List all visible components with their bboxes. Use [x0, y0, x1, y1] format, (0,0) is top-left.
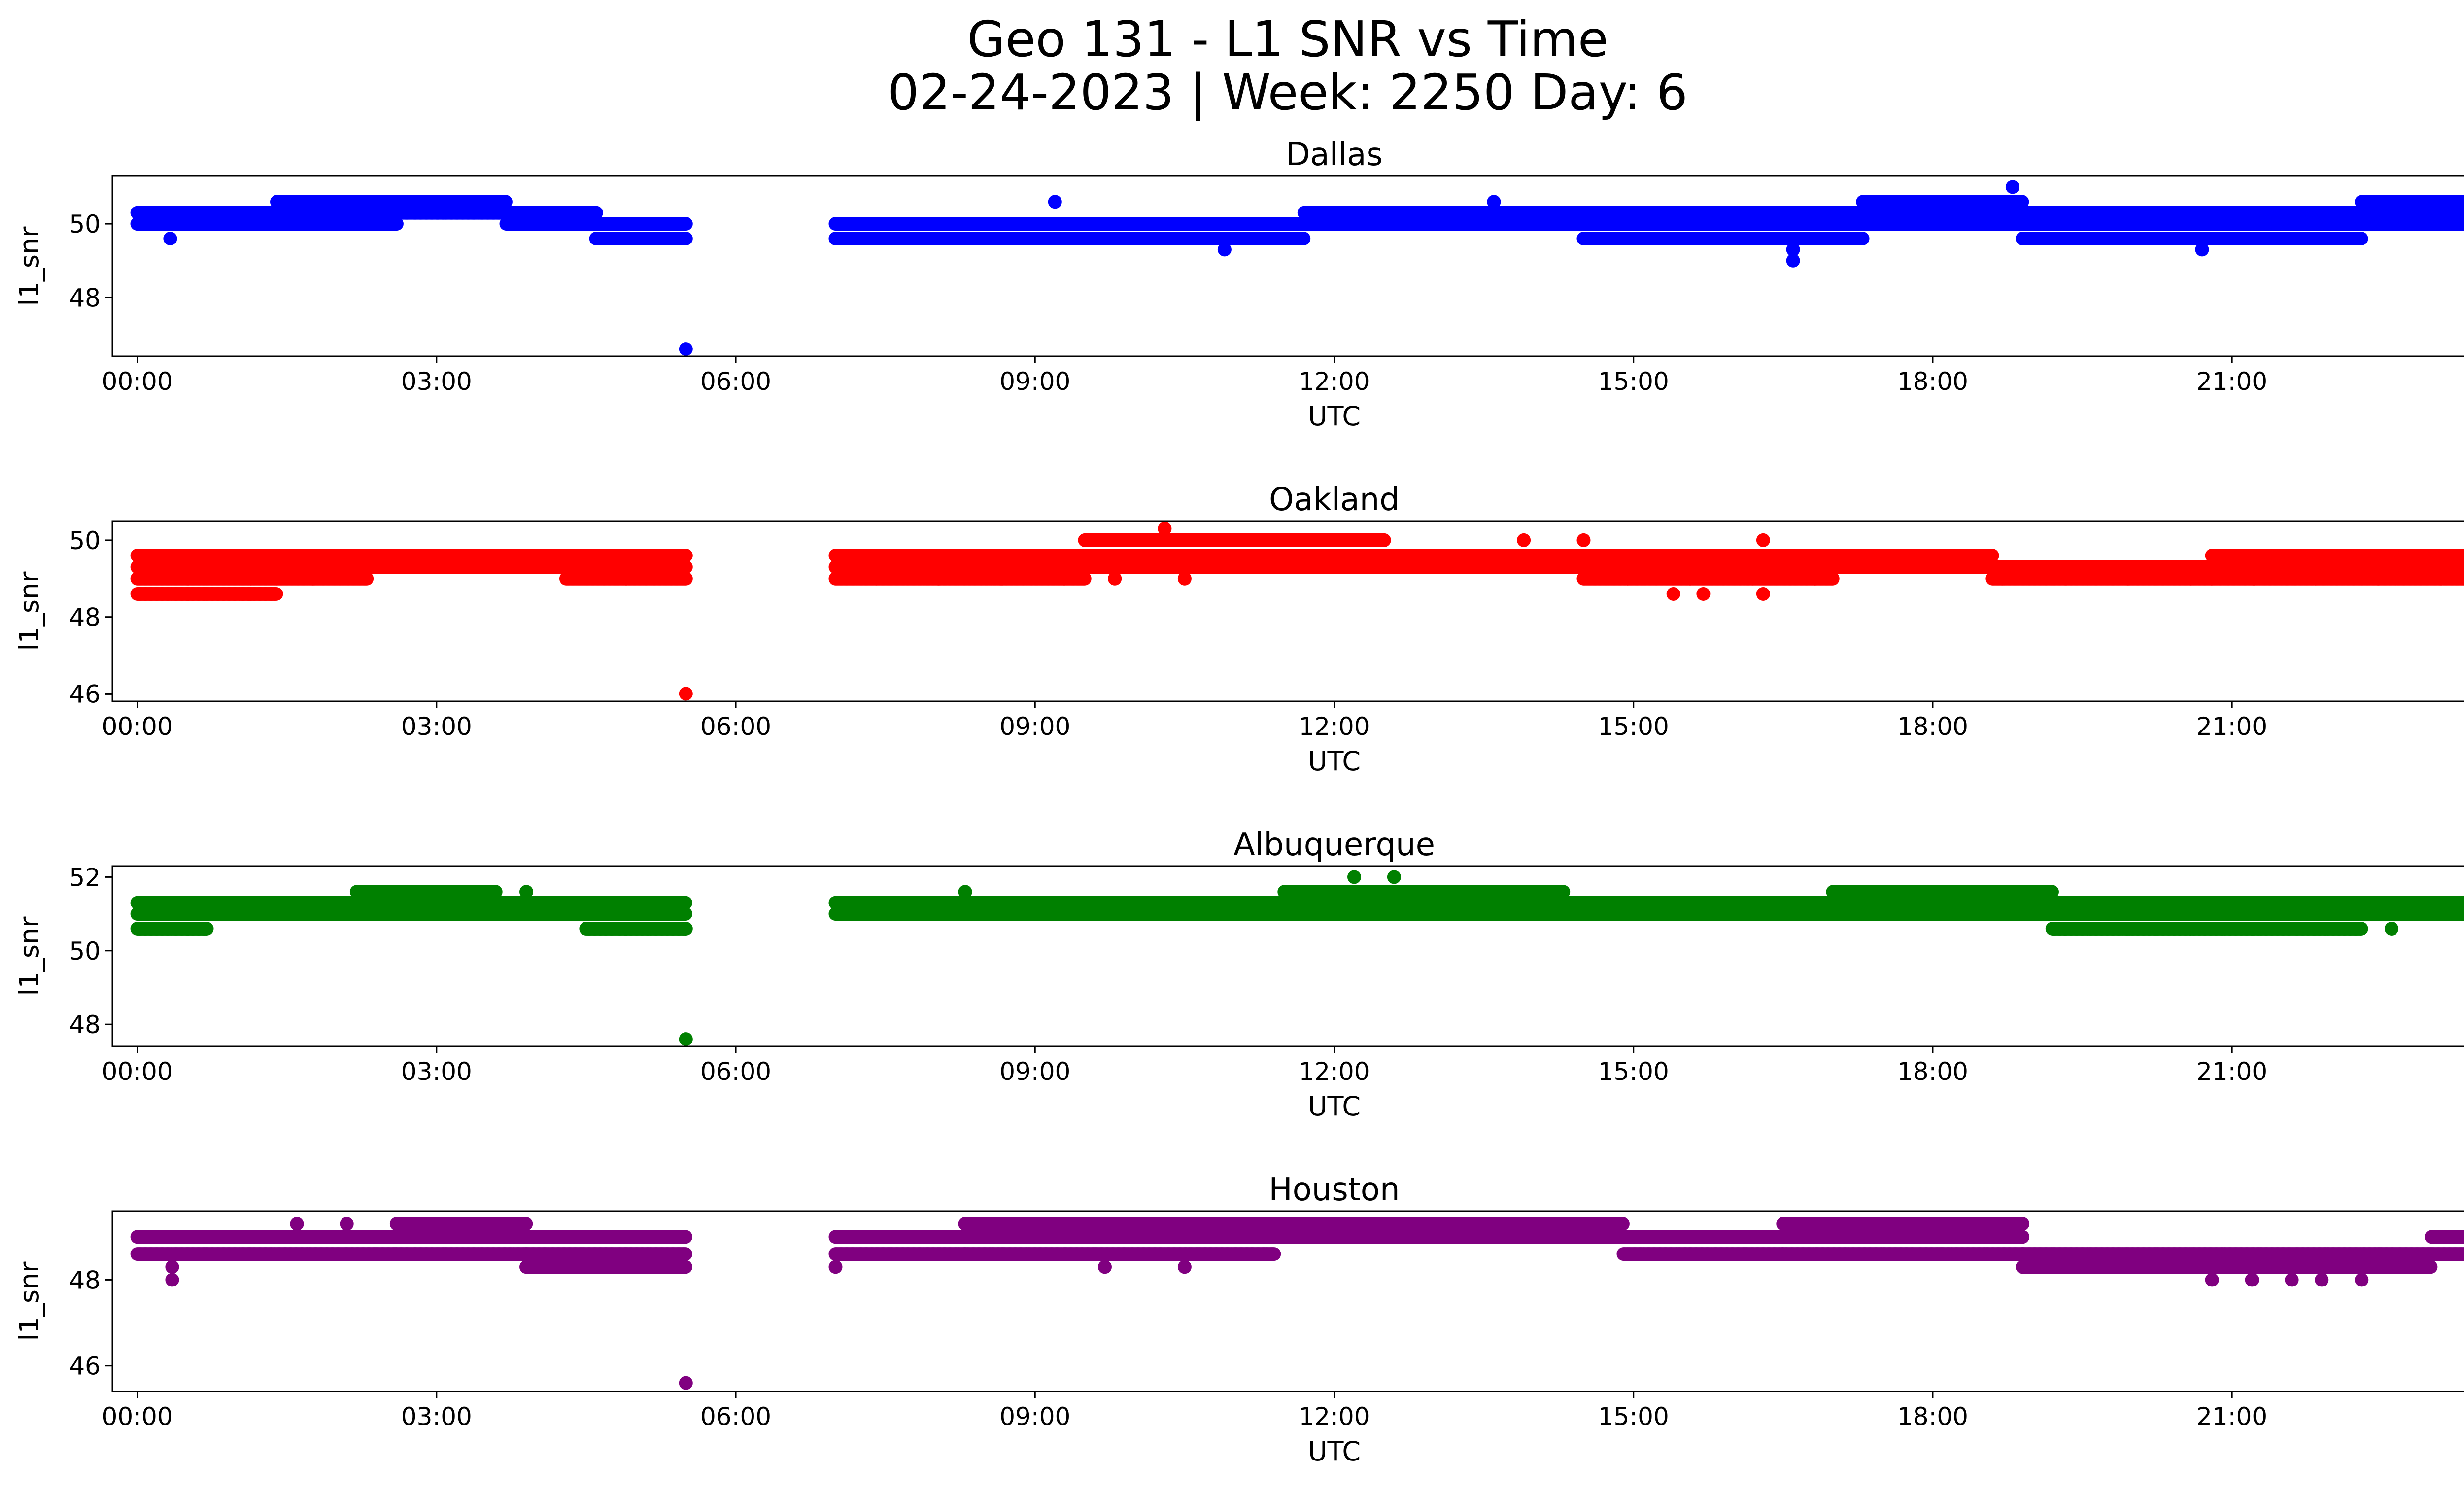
data-series — [130, 180, 2464, 356]
data-point — [2195, 243, 2209, 257]
x-tick-label: 03:00 — [401, 367, 472, 396]
data-point — [498, 195, 513, 209]
x-tick-label: 12:00 — [1299, 367, 1369, 396]
data-point — [269, 587, 283, 601]
data-point — [2462, 197, 2464, 207]
data-series — [130, 522, 2464, 701]
data-point — [2005, 180, 2019, 194]
data-point — [130, 217, 144, 231]
x-axis-label: UTC — [1308, 401, 1361, 432]
data-point — [2015, 195, 2029, 209]
data-point — [1786, 253, 1800, 268]
figure-title-line1: Geo 131 - L1 SNR vs Time — [967, 10, 1608, 68]
data-point — [1487, 195, 1501, 209]
x-tick-label: 09:00 — [999, 367, 1070, 396]
data-point — [389, 217, 404, 231]
panel-title: Dallas — [1286, 137, 1383, 173]
data-point — [1855, 232, 1870, 245]
x-tick-label: 21:00 — [2196, 367, 2267, 396]
data-point — [1048, 195, 1062, 209]
y-axis-label: l1_snr — [14, 226, 45, 306]
data-point — [679, 217, 693, 231]
data-point — [589, 206, 603, 220]
panel-dallas: Dallas 00:00 03:00 06:00 09:00 12:00 15:00 18:0… — [14, 137, 2464, 432]
data-point — [2462, 219, 2464, 228]
figure-title-line2: 02-24-2023 | Week: 2250 Day: 6 — [888, 64, 1688, 121]
x-tick-label: 06:00 — [700, 367, 771, 396]
y-tick-label: 50 — [69, 210, 101, 239]
data-point — [2462, 208, 2464, 217]
data-point — [1217, 243, 1232, 257]
y-tick-label: 48 — [69, 283, 101, 312]
data-point — [2354, 232, 2368, 245]
data-point — [1297, 232, 1311, 245]
data-point — [163, 232, 177, 245]
x-tick-label: 18:00 — [1897, 367, 1968, 396]
data-point — [679, 342, 693, 356]
x-tick-label: 00:00 — [102, 367, 173, 396]
data-point — [679, 232, 693, 245]
panel-title: Oakland — [1269, 482, 1400, 518]
x-tick-label: 15:00 — [1598, 367, 1669, 396]
data-point — [1786, 243, 1800, 257]
